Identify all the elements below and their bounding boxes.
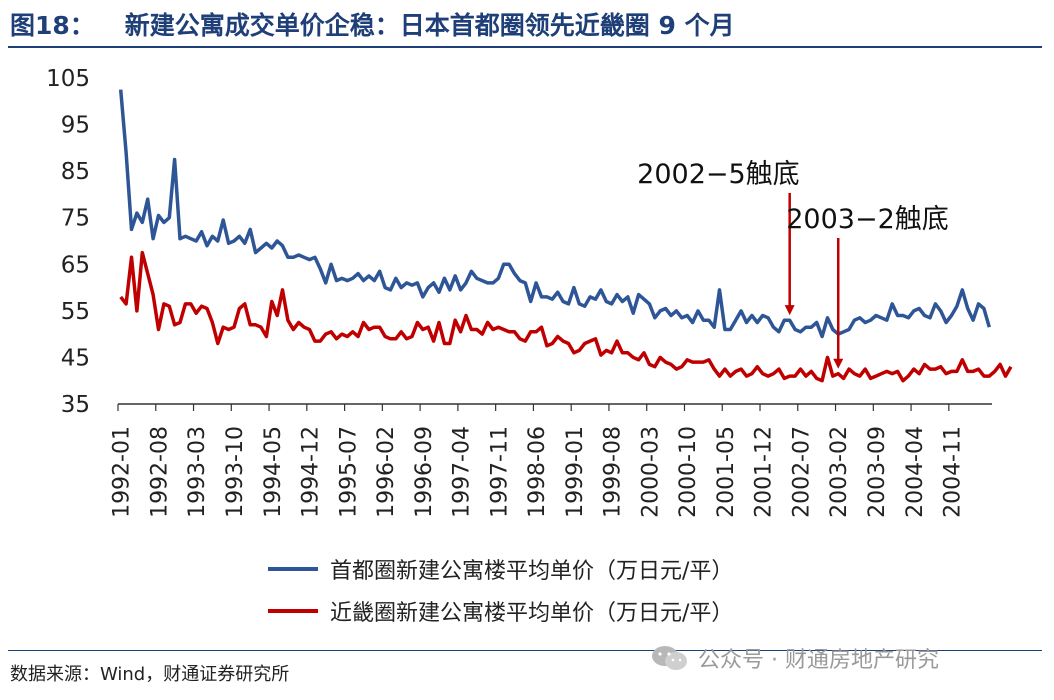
x-tick-label: 1995-07 — [336, 426, 361, 518]
x-tick-label: 1993-03 — [185, 426, 210, 518]
x-tick-label: 1999-08 — [601, 426, 626, 518]
series-line-kinki — [119, 250, 1013, 383]
x-tick-label: 2003-02 — [827, 426, 852, 518]
x-tick-label: 2000-10 — [676, 426, 701, 518]
y-tick-label: 75 — [61, 206, 90, 232]
annotation-label: 2002−5触底 — [637, 159, 800, 190]
figure-title: 图18： 新建公寓成交单价企稳：日本首都圈领先近畿圈 9 个月 — [10, 6, 735, 42]
footer-divider — [8, 650, 1042, 651]
x-tick-label: 2001-05 — [714, 426, 739, 518]
y-tick-label: 95 — [61, 113, 90, 139]
x-tick-label: 2000-03 — [638, 426, 663, 518]
x-tick-label: 1998-06 — [525, 426, 550, 518]
y-tick-label: 35 — [61, 392, 90, 418]
x-tick-label: 2002-07 — [789, 426, 814, 518]
annotation-label: 2003−2触底 — [786, 204, 949, 235]
x-tick-label: 2004-11 — [941, 426, 966, 518]
x-axis: 1992-01 1992-08 1993-03 1993-10 1994-05 1994-… — [110, 403, 992, 518]
data-source-note: 数据来源：Wind，财通证券研究所 — [10, 664, 290, 685]
title-divider — [8, 46, 1042, 48]
x-tick-label: 1992-01 — [110, 426, 135, 518]
chart-legend: 首都圈新建公寓楼平均单价（万日元/平） 近畿圈新建公寓楼平均单价（万日元/平） — [268, 548, 733, 632]
legend-item-tokyo: 首都圈新建公寓楼平均单价（万日元/平） — [268, 548, 733, 590]
legend-label-tokyo: 首都圈新建公寓楼平均单价（万日元/平） — [330, 559, 734, 584]
legend-swatch-tokyo — [268, 567, 318, 571]
y-tick-label: 105 — [46, 66, 90, 92]
y-tick-label: 65 — [61, 252, 90, 278]
legend-label-kinki: 近畿圈新建公寓楼平均单价（万日元/平） — [330, 601, 734, 626]
x-tick-label: 1994-12 — [299, 426, 324, 518]
x-tick-label: 1997-11 — [487, 426, 512, 518]
watermark-text: 公众号 · 财通房地产研究 — [698, 648, 939, 673]
x-tick-label: 1994-05 — [261, 426, 286, 518]
watermark: 公众号 · 财通房地产研究 — [650, 642, 939, 674]
x-tick-label: 1992-08 — [147, 426, 172, 518]
legend-swatch-kinki — [268, 609, 318, 613]
annotations: 2002−5触底 2003−2触底 — [637, 159, 949, 369]
legend-item-kinki: 近畿圈新建公寓楼平均单价（万日元/平） — [268, 590, 733, 632]
x-tick-label: 1996-09 — [412, 426, 437, 518]
y-tick-label: 85 — [61, 159, 90, 185]
x-tick-label: 2001-12 — [752, 426, 777, 518]
x-tick-label: 1993-10 — [223, 426, 248, 518]
figure-title-text: 新建公寓成交单价企稳：日本首都圈领先近畿圈 9 个月 — [124, 11, 735, 40]
x-tick-label: 1999-01 — [563, 426, 588, 518]
x-tick-label: 2003-09 — [865, 426, 890, 518]
y-axis-ticks: 35 45 55 65 75 85 95 105 — [46, 66, 90, 418]
series-line-tokyo — [118, 89, 991, 339]
x-tick-label: 2004-04 — [903, 426, 928, 518]
x-tick-label: 1997-04 — [450, 426, 475, 518]
wechat-icon — [652, 646, 687, 670]
y-tick-label: 55 — [61, 299, 90, 325]
y-tick-label: 45 — [61, 345, 90, 371]
figure-label: 图18： — [10, 11, 95, 40]
x-tick-label: 1996-02 — [374, 426, 399, 518]
series-lines — [118, 89, 1013, 383]
